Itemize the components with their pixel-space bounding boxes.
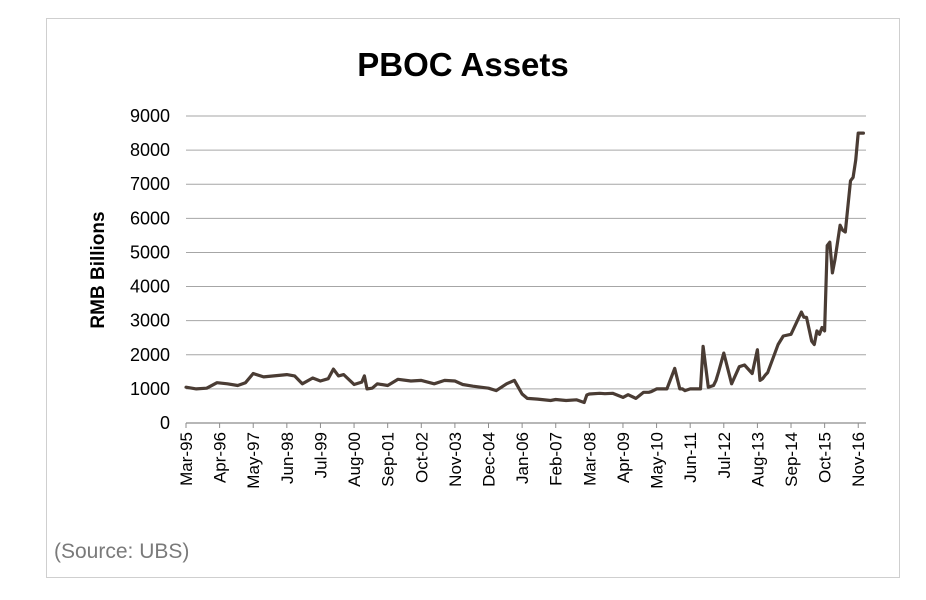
x-tick-label: Mar-95 — [177, 432, 196, 486]
x-tick-label: May-10 — [648, 432, 667, 489]
x-tick-label: Sep-14 — [782, 432, 801, 487]
y-tick-label: 5000 — [130, 242, 170, 262]
x-tick-label: Jan-06 — [513, 432, 532, 484]
x-tick-label: Nov-16 — [849, 432, 868, 487]
x-tick-label: Feb-07 — [547, 432, 566, 486]
y-tick-label: 8000 — [130, 140, 170, 160]
series-line — [184, 131, 866, 405]
x-tick-label: Jul-99 — [311, 432, 330, 478]
x-tick-label: Apr-96 — [211, 432, 230, 483]
x-axis-ticks: Mar-95 Apr-96 May-97 Jun-98 Jul-99 Aug-00 Sep-… — [177, 423, 868, 489]
y-tick-label: 7000 — [130, 174, 170, 194]
source-note: (Source: UBS) — [54, 540, 190, 563]
y-tick-label: 1000 — [130, 379, 170, 399]
y-tick-label: 2000 — [130, 345, 170, 365]
x-tick-label: Sep-01 — [379, 432, 398, 487]
x-tick-label: Oct-02 — [412, 432, 431, 483]
x-tick-label: May-97 — [244, 432, 263, 489]
x-tick-label: Mar-08 — [580, 432, 599, 486]
gridlines — [186, 115, 866, 390]
y-tick-label: 0 — [160, 413, 170, 433]
x-tick-label: Jun-11 — [681, 432, 700, 483]
series-group — [184, 131, 866, 405]
y-axis-label: RMB Billions — [88, 211, 109, 328]
chart-title: PBOC Assets — [357, 46, 569, 83]
y-tick-label: 9000 — [130, 106, 170, 126]
y-tick-label: 3000 — [130, 311, 170, 331]
x-tick-label: Jun-98 — [278, 432, 297, 484]
x-tick-label: Dec-04 — [480, 432, 499, 487]
x-tick-label: Apr-09 — [614, 432, 633, 483]
x-tick-label: Aug-13 — [748, 432, 767, 487]
chart-frame — [46, 18, 900, 578]
y-axis-ticks: 0 1000 2000 3000 4000 5000 6000 7000 8000 9000 — [130, 106, 170, 433]
y-tick-label: 6000 — [130, 208, 170, 228]
y-tick-label: 4000 — [130, 277, 170, 297]
x-tick-label: Aug-00 — [345, 432, 364, 487]
x-tick-label: Nov-03 — [446, 432, 465, 487]
x-tick-label: Oct-15 — [816, 432, 835, 483]
x-tick-label: Jul-12 — [715, 432, 734, 478]
